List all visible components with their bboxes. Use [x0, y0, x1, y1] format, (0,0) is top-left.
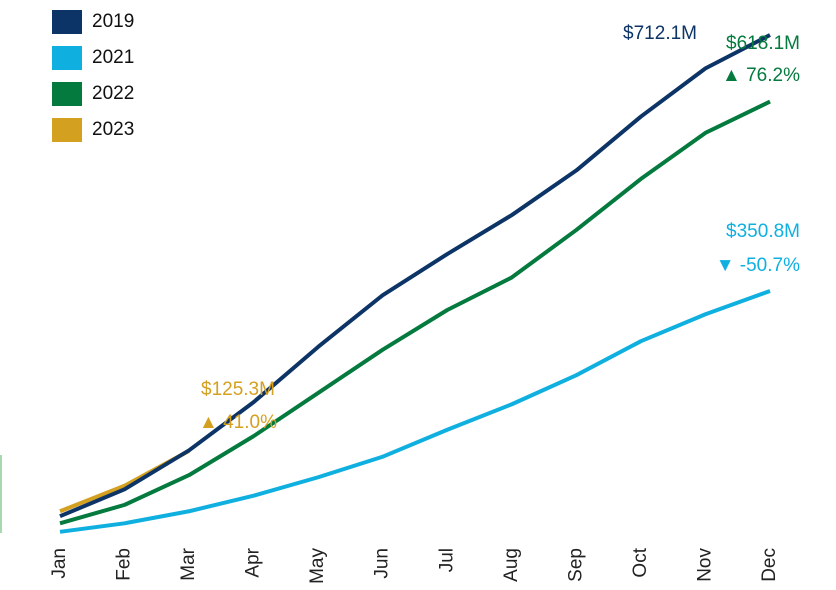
series-line	[59, 99, 771, 526]
series-line	[59, 289, 771, 534]
x-tick-label: Apr	[243, 547, 264, 577]
legend-label: 2021	[92, 47, 134, 68]
x-tick-label: Jul	[436, 548, 457, 572]
x-tick-label: Sep	[565, 548, 586, 582]
value-label: $125.3M	[201, 379, 275, 400]
legend-swatch	[52, 118, 82, 142]
legend-swatch	[52, 82, 82, 106]
x-tick-label: Nov	[694, 548, 715, 582]
change-label: ▼ -50.7%	[716, 255, 800, 276]
value-label: $618.1M	[726, 33, 800, 54]
value-label: $712.1M	[623, 23, 697, 44]
x-tick-label: Aug	[501, 548, 522, 582]
legend-label: 2022	[92, 83, 134, 104]
change-label: ▲ 41.0%	[199, 412, 277, 433]
legend-swatch	[52, 46, 82, 70]
value-label: $350.8M	[726, 221, 800, 242]
x-tick-label: Oct	[630, 547, 651, 577]
series-line	[59, 33, 771, 519]
x-tick-label: Jun	[372, 548, 393, 579]
x-tick-label: Jan	[49, 548, 70, 579]
legend-label: 2019	[92, 11, 134, 32]
x-tick-label: Dec	[759, 548, 780, 582]
legend-swatch	[52, 10, 82, 34]
x-tick-label: Mar	[178, 547, 199, 580]
legend-label: 2023	[92, 119, 134, 140]
change-label: ▲ 76.2%	[722, 65, 800, 86]
x-tick-label: May	[307, 548, 328, 584]
x-tick-label: Feb	[114, 548, 135, 581]
